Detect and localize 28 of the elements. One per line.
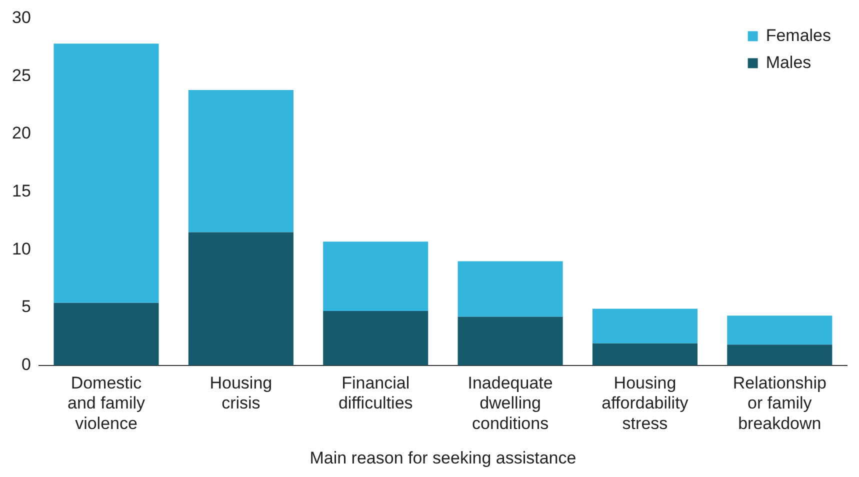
bar bbox=[188, 232, 294, 366]
bar bbox=[592, 308, 698, 344]
y-tick-label: 10 bbox=[12, 239, 31, 258]
legend-label: Females bbox=[766, 26, 831, 45]
x-tick-label: Housing affordability stress bbox=[602, 373, 689, 434]
x-tick-label: Inadequate dwelling conditions bbox=[468, 373, 553, 434]
y-tick-label: 30 bbox=[12, 8, 31, 27]
bar bbox=[323, 242, 428, 312]
y-tick-label: 15 bbox=[12, 181, 31, 200]
legend-label: Males bbox=[766, 52, 812, 72]
y-tick-label: 25 bbox=[12, 66, 31, 85]
x-axis-title: Main reason for seeking assistance bbox=[310, 448, 576, 468]
bar bbox=[727, 316, 832, 345]
bar bbox=[458, 261, 563, 317]
bar bbox=[54, 44, 159, 303]
bar bbox=[592, 343, 698, 366]
bar bbox=[188, 90, 294, 232]
y-tick-label: 0 bbox=[21, 355, 31, 374]
x-tick-label: Housing crisis bbox=[210, 373, 272, 413]
bar bbox=[458, 316, 563, 366]
y-tick-label: 20 bbox=[12, 124, 31, 143]
y-tick-label: 5 bbox=[21, 297, 31, 316]
x-tick-label: Relationship or family breakdown bbox=[732, 373, 826, 434]
bar bbox=[727, 344, 832, 366]
bar bbox=[323, 311, 428, 366]
x-tick-label: Domestic and family violence bbox=[68, 373, 146, 434]
x-tick-label: Financial difficulties bbox=[338, 373, 413, 413]
bar bbox=[54, 302, 159, 366]
